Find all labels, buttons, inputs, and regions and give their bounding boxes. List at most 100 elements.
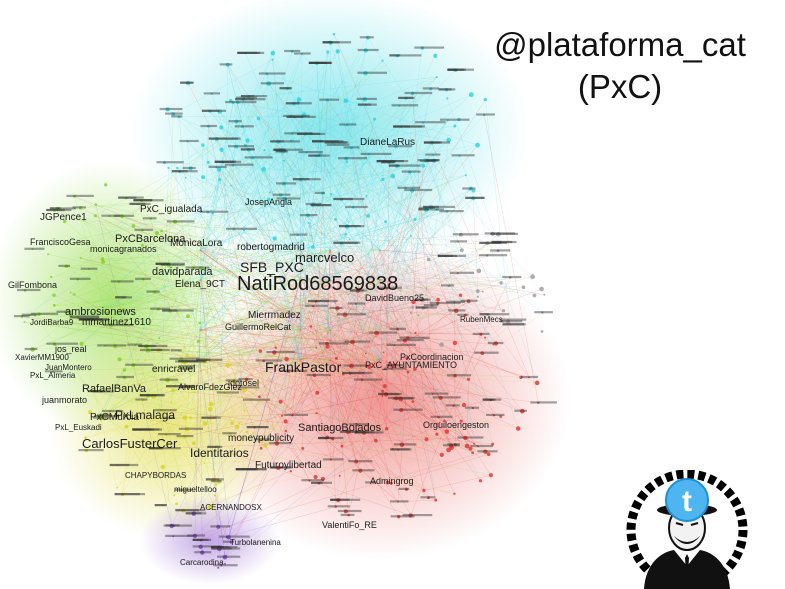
graph-edge: [333, 34, 495, 416]
graph-node: [238, 422, 241, 425]
graph-edge: [379, 359, 415, 370]
graph-edge: [118, 140, 292, 282]
graph-minor-label: [415, 306, 428, 309]
graph-minor-label: [133, 199, 153, 202]
graph-node: [267, 197, 271, 201]
graph-node: [79, 341, 84, 346]
graph-edge: [250, 347, 276, 401]
graph-edge: [199, 301, 317, 331]
graph-edge: [173, 144, 478, 496]
graph-minor-label: [240, 148, 255, 151]
graph-minor-label: [500, 318, 527, 321]
graph-edge: [53, 294, 201, 361]
graph-edge: [54, 249, 201, 306]
graph-node: [198, 544, 203, 549]
graph-edge: [150, 218, 171, 311]
graph-node: [76, 316, 79, 320]
graph-edge: [199, 249, 473, 453]
graph-node: [276, 465, 281, 470]
graph-edge: [329, 119, 449, 281]
graph-edge: [268, 198, 301, 251]
graph-minor-label: [378, 392, 400, 396]
graph-node: [261, 166, 266, 172]
graph-edge: [194, 359, 381, 537]
graph-minor-label: [348, 460, 373, 463]
graph-edge: [292, 359, 331, 416]
graph-node: [124, 424, 129, 429]
graph-node: [438, 421, 441, 424]
graph-node: [274, 441, 280, 446]
graph-edge: [423, 140, 449, 308]
graph-edge: [284, 160, 426, 200]
graph-minor-label: [502, 275, 522, 279]
graph-edge: [186, 359, 381, 430]
graph-node: [328, 40, 333, 45]
graph-edge: [327, 249, 331, 347]
graph-edge: [299, 359, 392, 370]
graph-minor-label: [275, 150, 287, 153]
graph-edge: [266, 73, 331, 331]
graph-edge: [186, 249, 331, 362]
graph-minor-label: [447, 374, 472, 377]
graph-edge: [178, 350, 331, 361]
graph-node: [302, 112, 307, 117]
node-label: ValentiFo_RE: [322, 520, 377, 530]
graph-minor-label: [337, 313, 366, 316]
graph-minor-label: [422, 87, 439, 90]
graph-minor-label: [192, 538, 204, 541]
graph-node: [410, 188, 415, 193]
graph-node: [214, 136, 219, 142]
graph-minor-label: [426, 159, 438, 162]
graph-edge: [119, 388, 240, 424]
graph-edge: [266, 73, 432, 208]
graph-edge: [137, 63, 318, 205]
node-label: enricravel: [152, 364, 195, 375]
graph-minor-label: [343, 146, 360, 149]
graph-edge: [140, 146, 397, 431]
graph-minor-label: [390, 515, 415, 518]
graph-edge: [345, 100, 381, 331]
graph-node: [332, 33, 336, 36]
graph-minor-label: [322, 41, 333, 44]
graph-minor-label: [153, 409, 177, 412]
graph-node: [397, 501, 399, 503]
graph-minor-label: [396, 339, 424, 342]
graph-node: [464, 443, 470, 449]
graph-edge: [209, 111, 471, 449]
graph-node: [354, 459, 359, 464]
graph-edge: [199, 179, 383, 361]
graph-node: [355, 423, 359, 427]
graph-node: [160, 229, 163, 233]
graph-node: [116, 486, 119, 489]
graph-edge: [299, 147, 352, 331]
graph-minor-label: [305, 304, 328, 307]
graph-edge: [194, 451, 486, 537]
graph-node: [424, 437, 429, 442]
graph-edge: [299, 359, 425, 491]
graph-edge: [115, 249, 381, 347]
graph-node: [334, 217, 338, 221]
graph-edge: [105, 249, 331, 347]
graph-edge: [183, 279, 301, 511]
graph-edge: [219, 169, 275, 239]
graph-edge: [299, 249, 462, 281]
graph-node: [502, 321, 504, 323]
graph-edge: [379, 249, 475, 444]
graph-node: [72, 194, 76, 198]
graph-edge: [173, 279, 331, 496]
graph-node: [492, 414, 496, 417]
graph-minor-label: [449, 271, 475, 274]
graph-node: [119, 214, 125, 219]
graph-edge: [281, 149, 488, 244]
graph-edge: [288, 207, 432, 372]
graph-edge: [173, 113, 331, 281]
graph-edge: [299, 155, 460, 281]
graph-minor-label: [246, 426, 269, 429]
graph-minor-label: [171, 170, 198, 173]
graph-edge: [299, 249, 466, 439]
graph-node: [423, 158, 428, 163]
graph-edge: [242, 99, 301, 281]
graph-edge: [24, 144, 204, 323]
graph-minor-label: [255, 359, 282, 362]
